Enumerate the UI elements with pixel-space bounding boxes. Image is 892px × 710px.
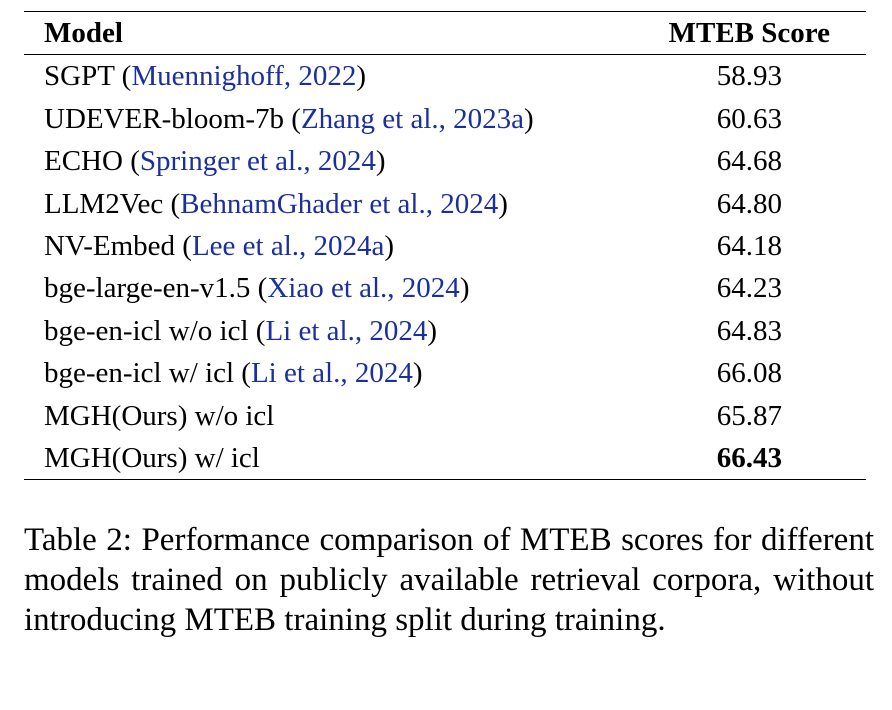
citation-link[interactable]: Xiao et al., 2024 bbox=[267, 272, 460, 305]
score-cell: 64.68 bbox=[716, 145, 782, 178]
table-row: ECHO (Springer et al., 2024) 64.68 bbox=[24, 140, 866, 182]
model-cell: NV-Embed (Lee et al., 2024a) bbox=[44, 230, 395, 263]
citation-link[interactable]: Muennighoff, 2022 bbox=[131, 60, 357, 93]
results-table: Model MTEB Score SGPT (Muennighoff, 2022… bbox=[24, 11, 866, 480]
model-name: bge-large-en-v1.5 bbox=[44, 272, 251, 305]
best-score-cell: 66.43 bbox=[716, 442, 782, 475]
model-name: MGH(Ours) w/ icl bbox=[44, 442, 260, 475]
model-name: LLM2Vec bbox=[44, 187, 164, 220]
table-row: bge-large-en-v1.5 (Xiao et al., 2024) 64.… bbox=[24, 267, 866, 309]
score-cell: 64.80 bbox=[716, 187, 782, 220]
header-mteb-score: MTEB Score bbox=[668, 17, 830, 49]
model-name: SGPT bbox=[44, 60, 115, 93]
citation-link[interactable]: BehnamGhader et al., 2024 bbox=[180, 187, 499, 220]
citation-link[interactable]: Li et al., 2024 bbox=[250, 357, 413, 390]
model-cell: bge-en-icl w/ icl (Li et al., 2024) bbox=[44, 357, 423, 390]
table-header-row: Model MTEB Score bbox=[24, 11, 866, 55]
results-table-container: Model MTEB Score SGPT (Muennighoff, 2022… bbox=[24, 11, 866, 480]
table-body: SGPT (Muennighoff, 2022) 58.93 UDEVER-bloo… bbox=[24, 55, 866, 480]
model-cell: bge-large-en-v1.5 (Xiao et al., 2024) bbox=[44, 272, 470, 305]
header-model: Model bbox=[44, 17, 123, 49]
score-cell: 65.87 bbox=[716, 399, 782, 432]
model-name: UDEVER-bloom-7b bbox=[44, 102, 285, 135]
citation-link[interactable]: Lee et al., 2024a bbox=[191, 230, 385, 263]
model-cell: ECHO (Springer et al., 2024) bbox=[44, 145, 386, 178]
model-name: NV-Embed bbox=[44, 230, 176, 263]
model-cell: MGH(Ours) w/ icl bbox=[24, 437, 649, 480]
citation-link[interactable]: Springer et al., 2024 bbox=[139, 145, 376, 178]
table-caption: Table 2: Performance comparison of MTEB … bbox=[24, 522, 874, 638]
table-row: bge-en-icl w/ icl (Li et al., 2024) 66.08 bbox=[24, 352, 866, 394]
table-row: MGH(Ours) w/ icl 66.43 bbox=[24, 437, 866, 480]
model-cell: LLM2Vec (BehnamGhader et al., 2024) bbox=[44, 187, 508, 220]
model-name: MGH(Ours) w/o icl bbox=[44, 399, 275, 432]
table-row: NV-Embed (Lee et al., 2024a) 64.18 bbox=[24, 225, 866, 267]
table-row: MGH(Ours) w/o icl 65.87 bbox=[24, 395, 866, 437]
table-row: bge-en-icl w/o icl (Li et al., 2024) 64.8… bbox=[24, 310, 866, 352]
score-cell: 64.23 bbox=[716, 272, 782, 305]
model-name: bge-en-icl w/ icl bbox=[44, 357, 235, 390]
citation-link[interactable]: Li et al., 2024 bbox=[265, 314, 428, 347]
model-name: ECHO bbox=[44, 145, 123, 178]
score-cell: 64.18 bbox=[716, 230, 782, 263]
table-row: UDEVER-bloom-7b (Zhang et al., 2023a) 60.… bbox=[24, 98, 866, 140]
table-row: LLM2Vec (BehnamGhader et al., 2024) 64.80 bbox=[24, 183, 866, 225]
score-cell: 58.93 bbox=[716, 60, 782, 93]
model-cell: UDEVER-bloom-7b (Zhang et al., 2023a) bbox=[44, 102, 534, 135]
model-name: bge-en-icl w/o icl bbox=[44, 314, 249, 347]
score-cell: 60.63 bbox=[716, 102, 782, 135]
table-row: SGPT (Muennighoff, 2022) 58.93 bbox=[24, 55, 866, 98]
score-cell: 64.83 bbox=[716, 314, 782, 347]
model-cell: MGH(Ours) w/o icl bbox=[24, 395, 649, 437]
score-cell: 66.08 bbox=[716, 357, 782, 390]
model-cell: SGPT (Muennighoff, 2022) bbox=[44, 60, 366, 93]
model-cell: bge-en-icl w/o icl (Li et al., 2024) bbox=[44, 314, 438, 347]
citation-link[interactable]: Zhang et al., 2023a bbox=[300, 102, 525, 135]
